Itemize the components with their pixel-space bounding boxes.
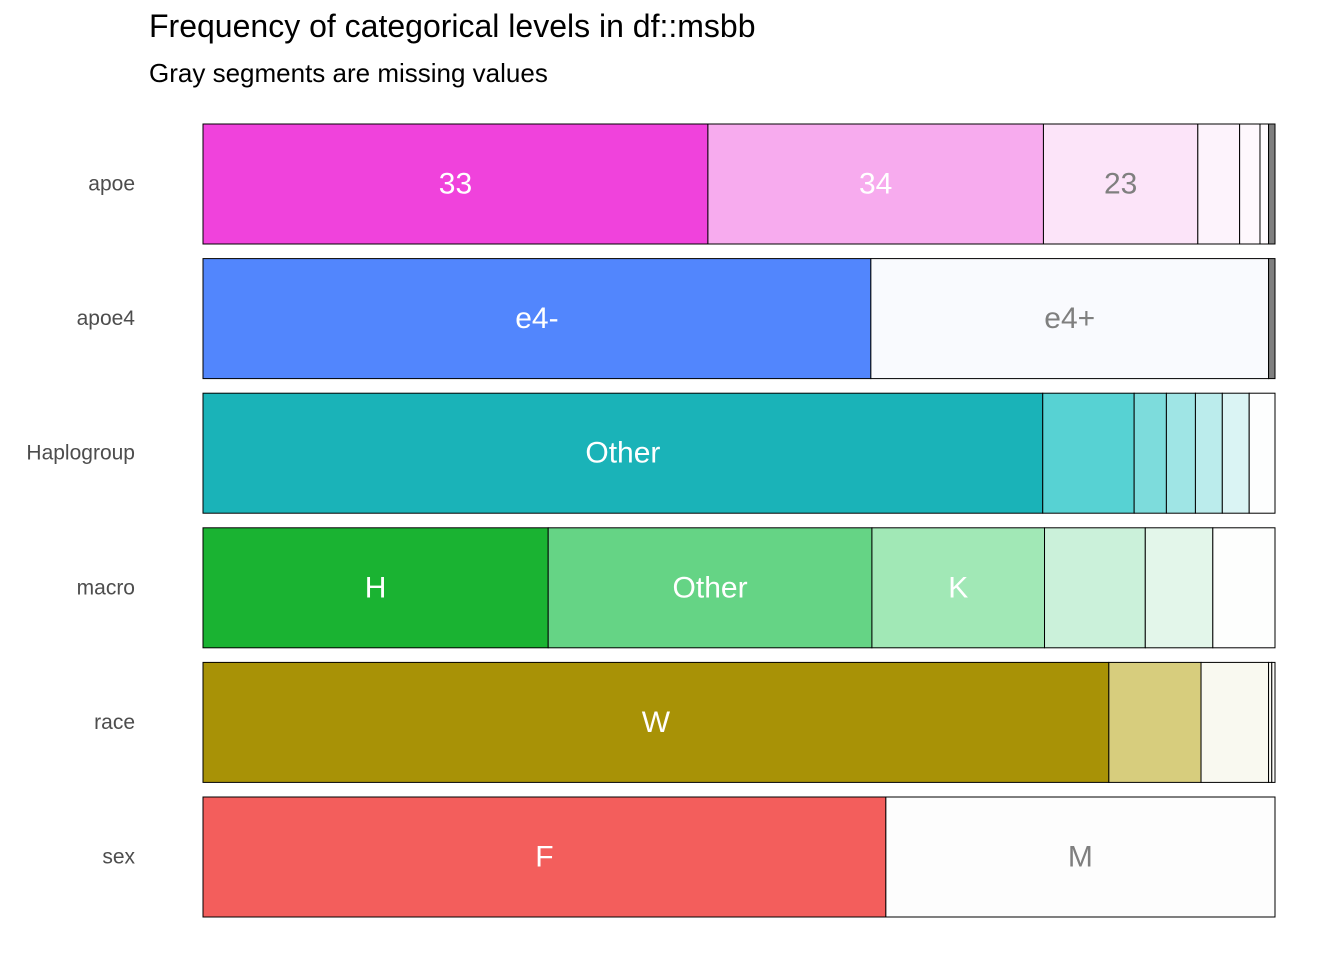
bar-segment-macro-level-4 <box>1144 527 1214 649</box>
bar-segment-haplogroup-level-1 <box>1042 392 1135 514</box>
bar-segment-macro-k <box>871 527 1046 649</box>
bar-segment-haplogroup-level-4 <box>1194 392 1223 514</box>
bar-segment-apoe4-e4+ <box>870 258 1270 380</box>
bar-segment-apoe-23 <box>1042 123 1199 245</box>
segment-label-apoe-34: 34 <box>859 168 892 201</box>
segment-label-race-w: W <box>642 706 671 739</box>
segment-label-apoe-23: 23 <box>1104 168 1137 201</box>
bar-segment-macro-level-5 <box>1212 527 1276 649</box>
bar-segment-haplogroup-level-3 <box>1165 392 1196 514</box>
segment-label-apoe4-e4-: e4- <box>515 302 558 335</box>
row-label-apoe: apoe <box>88 173 135 196</box>
row-label-macro: macro <box>77 576 135 599</box>
segment-label-macro-h: H <box>365 571 387 604</box>
bar-segment-haplogroup-level-5 <box>1221 392 1250 514</box>
segment-label-haplogroup-other: Other <box>585 437 660 470</box>
segment-label-sex-m: M <box>1068 841 1093 874</box>
bar-segment-sex-f <box>202 796 887 918</box>
bar-segment-sex-m <box>885 796 1276 918</box>
segment-label-macro-k: K <box>948 571 968 604</box>
bar-segment-macro-other <box>547 527 873 649</box>
segment-label-apoe-33: 33 <box>439 168 472 201</box>
labels-layer: apoe 33 34 23 apoe4 e4- e4+ Haplogroup Other macr… <box>26 168 1137 874</box>
bar-segment-haplogroup-other <box>202 392 1044 514</box>
bar-segment-haplogroup-level-6 <box>1248 392 1276 514</box>
bar-segment-apoe-33 <box>202 123 709 245</box>
bar-segment-haplogroup-level-2 <box>1133 392 1167 514</box>
row-label-sex: sex <box>102 846 135 869</box>
bar-segment-apoe-level-3 <box>1197 123 1241 245</box>
bar-segment-apoe-level-5 <box>1259 123 1270 245</box>
bar-segment-race-w <box>202 661 1110 783</box>
bar-segment-race-level-2 <box>1200 661 1270 783</box>
row-label-race: race <box>94 711 135 734</box>
bar-segment-macro-h <box>202 527 549 649</box>
bars-layer <box>202 123 1276 918</box>
chart-title: Frequency of categorical levels in df::m… <box>149 8 756 44</box>
segment-label-sex-f: F <box>535 841 553 874</box>
bar-segment-race-level-1 <box>1108 661 1202 783</box>
bar-segment-race-level-4 <box>1271 661 1276 783</box>
segment-label-macro-other: Other <box>673 571 748 604</box>
row-label-apoe4: apoe4 <box>77 307 136 330</box>
bar-segment-apoe4-missing <box>1268 258 1276 380</box>
bar-segment-apoe-level-4 <box>1239 123 1261 245</box>
bar-segment-macro-level-3 <box>1044 527 1146 649</box>
chart-subtitle: Gray segments are missing values <box>149 58 548 88</box>
row-label-haplogroup: Haplogroup <box>26 442 135 465</box>
bar-segment-apoe-missing <box>1268 123 1276 245</box>
segment-label-apoe4-e4+: e4+ <box>1044 302 1095 335</box>
bar-segment-apoe4-e4- <box>202 258 872 380</box>
